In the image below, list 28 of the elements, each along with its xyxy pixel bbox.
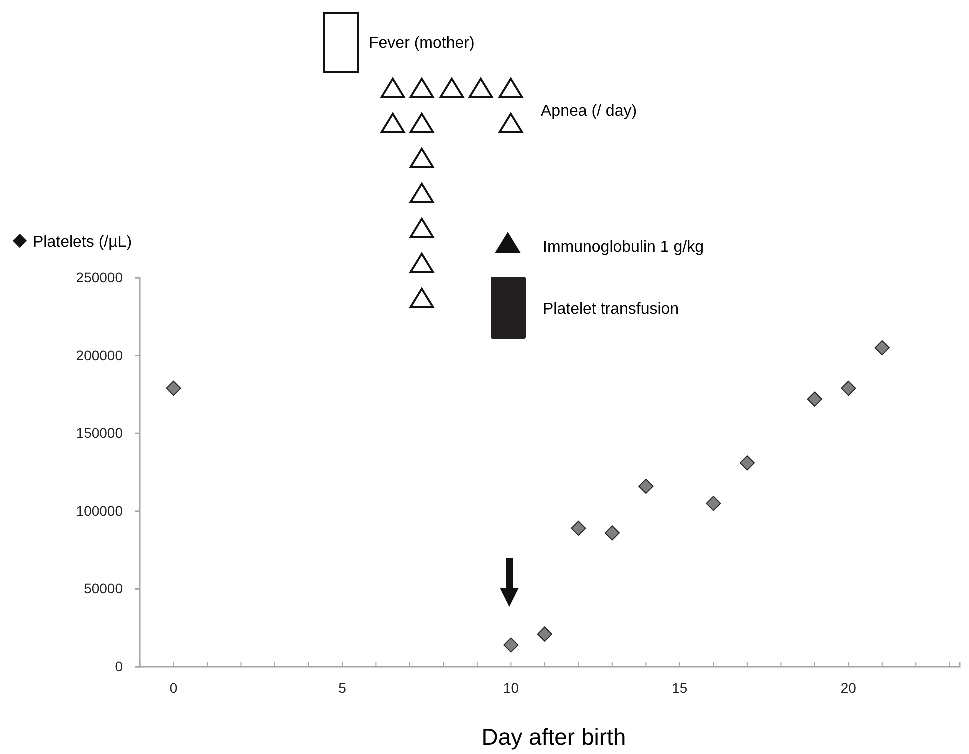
y-tick-label: 200000: [76, 347, 124, 364]
point: [638, 478, 654, 494]
point: [504, 638, 519, 653]
y-tick-label: 150000: [76, 425, 124, 442]
text: Fever (mother): [369, 35, 475, 52]
text: Apnea (/ day): [541, 103, 638, 120]
point: [706, 496, 722, 512]
point: [166, 380, 182, 396]
point: [740, 456, 755, 471]
point: [841, 380, 856, 396]
y-tick-label: 50000: [84, 580, 124, 597]
point: [537, 626, 553, 642]
annotation: Platelet transfusion: [543, 301, 680, 318]
y-tick-label: 0: [115, 658, 124, 674]
x-tick-label: 10: [503, 680, 520, 696]
y-tick-label: 250000: [76, 269, 124, 286]
y-tick-label: 100000: [76, 502, 124, 519]
point: [807, 392, 822, 407]
point: [571, 520, 586, 536]
text: Immunoglobulin 1 g/kg: [543, 239, 704, 256]
x-tick-label: 20: [840, 680, 857, 696]
x-axis-title: Day after birth: [482, 724, 626, 750]
point: [874, 340, 890, 356]
x-tick-label: 5: [338, 680, 347, 696]
point: [604, 526, 620, 541]
x-tick-label: 15: [672, 680, 688, 696]
x-tick-label: 0: [170, 680, 178, 696]
y-axis-title: Platelets (/µL): [33, 234, 132, 251]
